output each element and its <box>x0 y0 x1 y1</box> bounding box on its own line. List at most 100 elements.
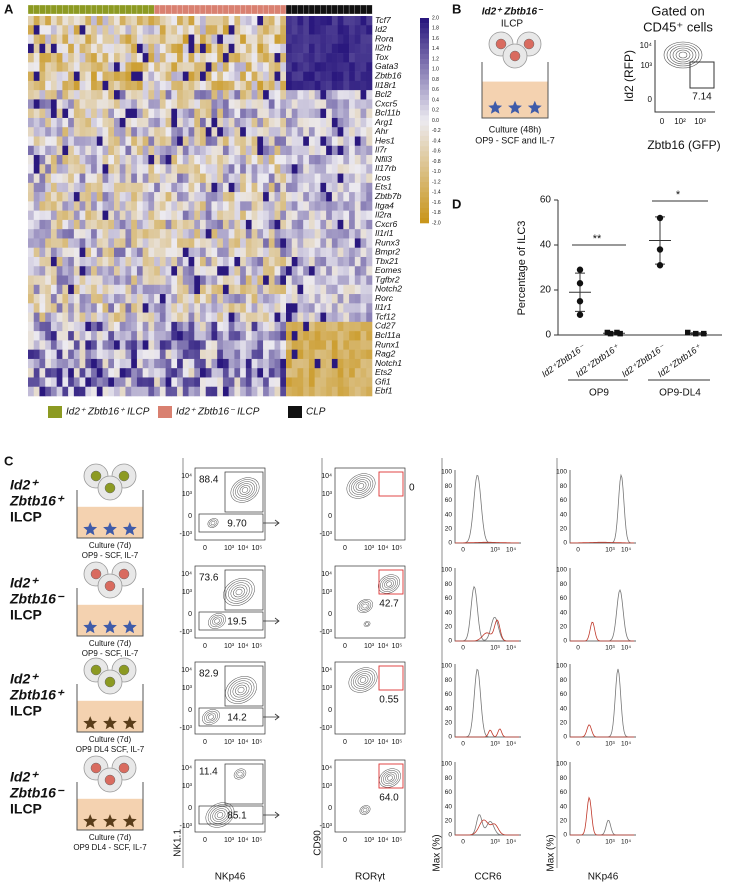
heatmap-cell <box>211 377 218 388</box>
heatmap-cell <box>96 127 103 137</box>
heatmap-cell <box>211 275 218 286</box>
heatmap-cell <box>354 358 361 369</box>
heatmap-cell <box>240 34 247 45</box>
heatmap-cell <box>182 210 189 221</box>
heatmap-cell <box>257 284 264 295</box>
heatmap-cell <box>136 229 143 239</box>
heatmap-cell <box>217 108 224 119</box>
heatmap-cell <box>291 173 298 184</box>
heatmap-cell <box>303 238 310 249</box>
heatmap-cell <box>200 312 207 323</box>
heatmap-cell <box>56 331 63 341</box>
heatmap-cell <box>200 386 207 397</box>
heatmap-cell <box>154 377 161 388</box>
contour <box>225 676 257 704</box>
heatmap-cell <box>286 43 293 54</box>
heatmap-cell <box>142 219 149 230</box>
heatmap-cell <box>171 219 178 230</box>
heatmap-cell <box>45 173 52 184</box>
heatmap-cell <box>39 247 46 258</box>
heatmap-cell <box>257 219 264 230</box>
heatmap-cell <box>142 62 149 72</box>
heatmap-cell <box>263 312 270 323</box>
heatmap-cell <box>240 25 247 35</box>
heatmap-cell <box>182 80 189 91</box>
heatmap-cell <box>205 192 212 202</box>
heatmap-cell <box>228 80 235 91</box>
heatmap-cell <box>39 34 46 45</box>
colorbar-cell <box>420 100 429 106</box>
contour <box>386 581 392 587</box>
heatmap-cell <box>205 99 212 109</box>
heatmap-cell <box>343 238 350 249</box>
heatmap-cell <box>177 294 184 304</box>
gene-label: Hes1 <box>375 135 395 145</box>
heatmap-cell <box>28 62 35 72</box>
heatmap-cell <box>234 99 241 109</box>
heatmap-cell <box>331 266 338 276</box>
heatmap-cell <box>205 25 212 35</box>
heatmap-cell <box>171 294 178 304</box>
heatmap-cell <box>314 108 321 119</box>
heatmap-cell <box>217 155 224 165</box>
star <box>103 620 117 634</box>
heatmap-cell <box>108 155 115 165</box>
heatmap-cell <box>171 358 178 369</box>
heatmap-cell <box>136 321 143 332</box>
heatmap-cell <box>131 43 138 54</box>
heatmap-cell <box>125 247 132 258</box>
heatmap-cell <box>39 294 46 304</box>
heatmap-cell <box>245 155 252 165</box>
heatmap-cell <box>217 368 224 378</box>
heatmap-cell <box>136 182 143 193</box>
heatmap-cell <box>171 386 178 397</box>
heatmap-cell <box>314 349 321 360</box>
heatmap-cell <box>268 321 275 332</box>
heatmap-cell <box>326 331 333 341</box>
heatmap-cell <box>205 210 212 221</box>
heatmap-cell <box>354 201 361 211</box>
heatmap-cell <box>240 201 247 211</box>
heatmap-cell <box>343 164 350 174</box>
heatmap-cell <box>114 99 121 109</box>
heatmap-cell <box>320 358 327 369</box>
heatmap-cell <box>291 71 298 82</box>
sample-strip <box>125 4 132 15</box>
heatmap-cell <box>188 108 195 119</box>
heatmap-cell <box>337 386 344 397</box>
heatmap-cell <box>217 321 224 332</box>
heatmap-cell <box>268 229 275 239</box>
heatmap-cell <box>222 210 229 221</box>
heatmap-cell <box>228 377 235 388</box>
gene-label: Gata3 <box>375 61 398 71</box>
heatmap-cell <box>240 303 247 313</box>
heatmap-cell <box>268 43 275 54</box>
heatmap-cell <box>274 377 281 388</box>
sample-strip <box>280 4 287 15</box>
heatmap-cell <box>291 16 298 26</box>
heatmap-cell <box>131 155 138 165</box>
heatmap-cell <box>119 229 126 239</box>
flow-x-tick: 0 <box>203 837 207 844</box>
heatmap-cell <box>326 117 333 128</box>
heatmap-cell <box>268 127 275 137</box>
contour <box>214 618 220 624</box>
heatmap-cell <box>297 331 304 341</box>
heatmap-cell <box>56 377 63 388</box>
heatmap-cell <box>286 182 293 193</box>
heatmap-cell <box>354 173 361 184</box>
heatmap-cell <box>194 192 201 202</box>
heatmap-cell <box>142 210 149 221</box>
heatmap-cell <box>154 331 161 341</box>
b-y-tick: 10³ <box>640 61 652 70</box>
heatmap-cell <box>108 34 115 45</box>
heatmap-cell <box>286 99 293 109</box>
heatmap-cell <box>297 136 304 147</box>
heatmap-cell <box>286 173 293 184</box>
heatmap-cell <box>291 127 298 137</box>
heatmap-cell <box>39 340 46 350</box>
heatmap-cell <box>286 294 293 304</box>
heatmap-cell <box>62 108 69 119</box>
heatmap-cell <box>366 99 373 109</box>
heatmap-cell <box>234 284 241 295</box>
